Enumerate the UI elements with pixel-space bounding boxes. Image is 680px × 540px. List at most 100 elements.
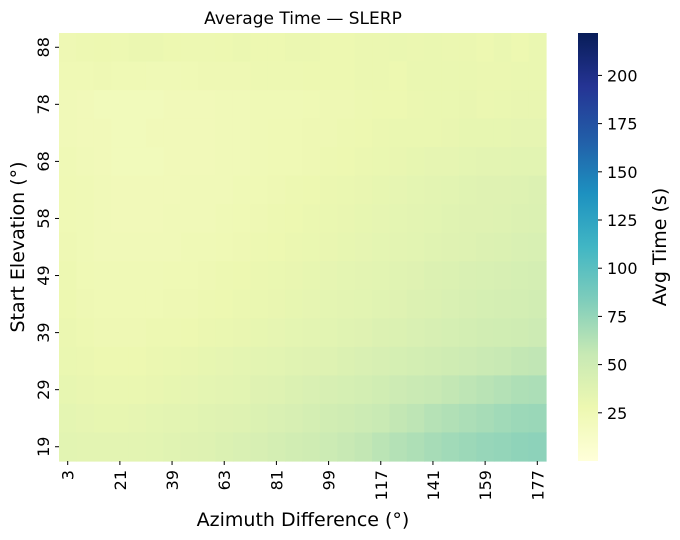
heatmap-cell	[250, 375, 269, 405]
heatmap-cell	[232, 118, 251, 148]
heatmap-cell	[528, 289, 547, 319]
heatmap-cell	[111, 147, 130, 177]
heatmap-cell	[319, 204, 338, 234]
heatmap-cell	[372, 33, 391, 63]
heatmap-cell	[476, 61, 495, 91]
heatmap-cell	[111, 204, 130, 234]
heatmap-cell	[354, 147, 373, 177]
heatmap-cell	[59, 432, 77, 462]
heatmap-cell	[198, 261, 217, 291]
heatmap-cell	[285, 61, 304, 91]
heatmap-cell	[215, 175, 234, 205]
heatmap-cell	[180, 232, 199, 262]
heatmap-cell	[59, 403, 77, 434]
heatmap-cell	[267, 232, 286, 262]
heatmap-cell	[337, 175, 356, 205]
y-tick-label: 78	[34, 94, 53, 114]
heatmap-cell	[337, 90, 356, 120]
colorbar-tick-label: 75	[607, 307, 627, 326]
heatmap-cell	[424, 432, 443, 462]
heatmap-cell	[145, 90, 164, 120]
heatmap-cell	[528, 90, 547, 120]
heatmap-cell	[111, 118, 130, 148]
heatmap-cell	[511, 147, 530, 177]
heatmap-cell	[180, 61, 199, 91]
x-tick-label: 39	[163, 470, 182, 490]
heatmap-cell	[528, 61, 547, 91]
heatmap-cell	[232, 204, 251, 234]
heatmap-cell	[476, 33, 495, 63]
heatmap-cell	[285, 403, 304, 434]
heatmap-cell	[285, 232, 304, 262]
heatmap-cell	[337, 232, 356, 262]
heatmap-cell	[128, 318, 147, 348]
heatmap-cell	[406, 204, 425, 234]
heatmap-cell	[250, 61, 269, 91]
heatmap-cell	[215, 289, 234, 319]
heatmap-cell	[163, 403, 182, 434]
heatmap-cell	[372, 175, 391, 205]
heatmap-cell	[302, 289, 321, 319]
heatmap-cell	[354, 118, 373, 148]
heatmap-cell	[250, 403, 269, 434]
heatmap-cell	[93, 375, 112, 405]
heatmap-cell	[302, 118, 321, 148]
heatmap-cell	[441, 432, 460, 462]
heatmap-cell	[302, 318, 321, 348]
colorbar-tick-label: 100	[607, 259, 638, 278]
heatmap-cell	[459, 432, 478, 462]
heatmap-cell	[528, 147, 547, 177]
heatmap-cell	[493, 61, 512, 91]
heatmap-cell	[372, 204, 391, 234]
heatmap-cell	[198, 346, 217, 376]
heatmap-cell	[302, 403, 321, 434]
heatmap-cell	[232, 61, 251, 91]
heatmap-cell	[528, 204, 547, 234]
heatmap-cell	[302, 204, 321, 234]
heatmap-cell	[337, 375, 356, 405]
heatmap-cell	[215, 33, 234, 63]
colorbar	[578, 33, 598, 461]
colorbar-tick-label: 175	[607, 115, 638, 134]
heatmap-cell	[215, 261, 234, 291]
heatmap-cell	[302, 432, 321, 462]
heatmap-cell	[59, 375, 77, 405]
heatmap-cell	[215, 90, 234, 120]
heatmap-cell	[180, 175, 199, 205]
heatmap-cell	[198, 33, 217, 63]
heatmap-cell	[459, 318, 478, 348]
heatmap-cell	[215, 375, 234, 405]
heatmap-cell	[163, 118, 182, 148]
heatmap-cell	[406, 375, 425, 405]
heatmap-cells	[59, 33, 547, 462]
x-tick-label: 81	[267, 470, 286, 490]
heatmap-cell	[302, 33, 321, 63]
heatmap-cell	[319, 375, 338, 405]
heatmap-cell	[528, 375, 547, 405]
heatmap-cell	[59, 118, 77, 148]
heatmap-cell	[198, 118, 217, 148]
heatmap-cell	[354, 90, 373, 120]
heatmap-cell	[424, 33, 443, 63]
x-tick-label: 159	[476, 470, 495, 501]
heatmap-cell	[215, 204, 234, 234]
heatmap-cell	[424, 346, 443, 376]
heatmap-cell	[493, 118, 512, 148]
heatmap-cell	[59, 90, 77, 120]
heatmap-cell	[511, 33, 530, 63]
heatmap-cell	[424, 289, 443, 319]
heatmap-cell	[180, 33, 199, 63]
heatmap-cell	[459, 232, 478, 262]
heatmap-cell	[59, 61, 77, 91]
heatmap-cell	[198, 232, 217, 262]
heatmap-cell	[476, 204, 495, 234]
heatmap-cell	[424, 61, 443, 91]
heatmap-cell	[441, 61, 460, 91]
heatmap-cell	[267, 318, 286, 348]
heatmap-cell	[93, 232, 112, 262]
heatmap-cell	[319, 289, 338, 319]
heatmap-cell	[372, 403, 391, 434]
heatmap-cell	[198, 175, 217, 205]
heatmap-cell	[93, 33, 112, 63]
heatmap-cell	[93, 61, 112, 91]
